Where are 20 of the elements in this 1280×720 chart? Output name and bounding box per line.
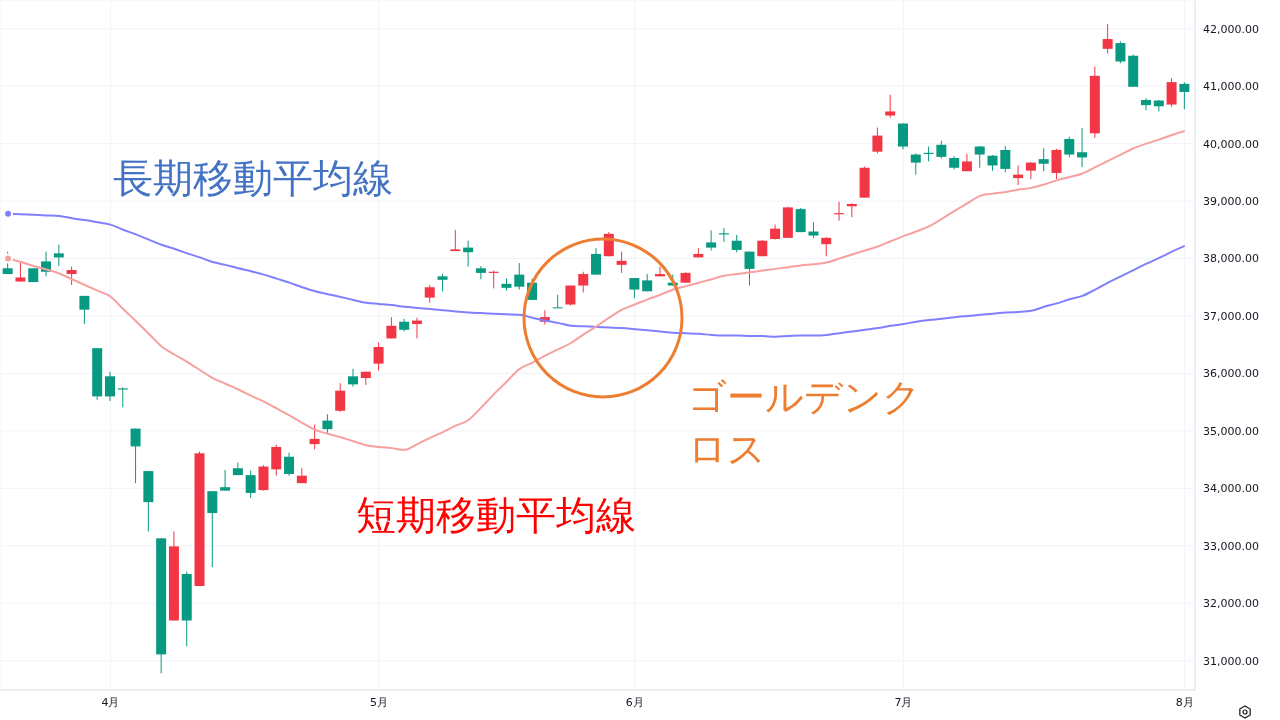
y-tick-label: 34,000.00 <box>1203 482 1259 496</box>
annotation: ゴールデンクロス <box>688 374 922 473</box>
y-tick-label: 39,000.00 <box>1203 194 1259 208</box>
series-label: 短期移動平均線 <box>356 491 636 540</box>
x-tick-label: 5月 <box>369 695 388 709</box>
y-tick-label: 33,000.00 <box>1203 539 1259 553</box>
x-tick-label: 4月 <box>101 695 120 709</box>
y-tick-label: 38,000.00 <box>1203 252 1259 266</box>
x-tick-label: 7月 <box>894 695 913 709</box>
x-tick-label: 6月 <box>625 695 644 709</box>
y-tick-label: 42,000.00 <box>1203 22 1259 36</box>
y-tick-label: 36,000.00 <box>1203 367 1259 381</box>
y-tick-label: 40,000.00 <box>1203 137 1259 151</box>
y-tick-label: 31,000.00 <box>1203 654 1259 668</box>
y-tick-label: 32,000.00 <box>1203 597 1259 611</box>
y-tick-label: 35,000.00 <box>1203 424 1259 438</box>
series-label: 長期移動平均線 <box>113 154 393 203</box>
x-tick-label: 8月 <box>1175 695 1194 709</box>
y-tick-label: 37,000.00 <box>1203 309 1259 323</box>
y-tick-label: 41,000.00 <box>1203 80 1259 94</box>
